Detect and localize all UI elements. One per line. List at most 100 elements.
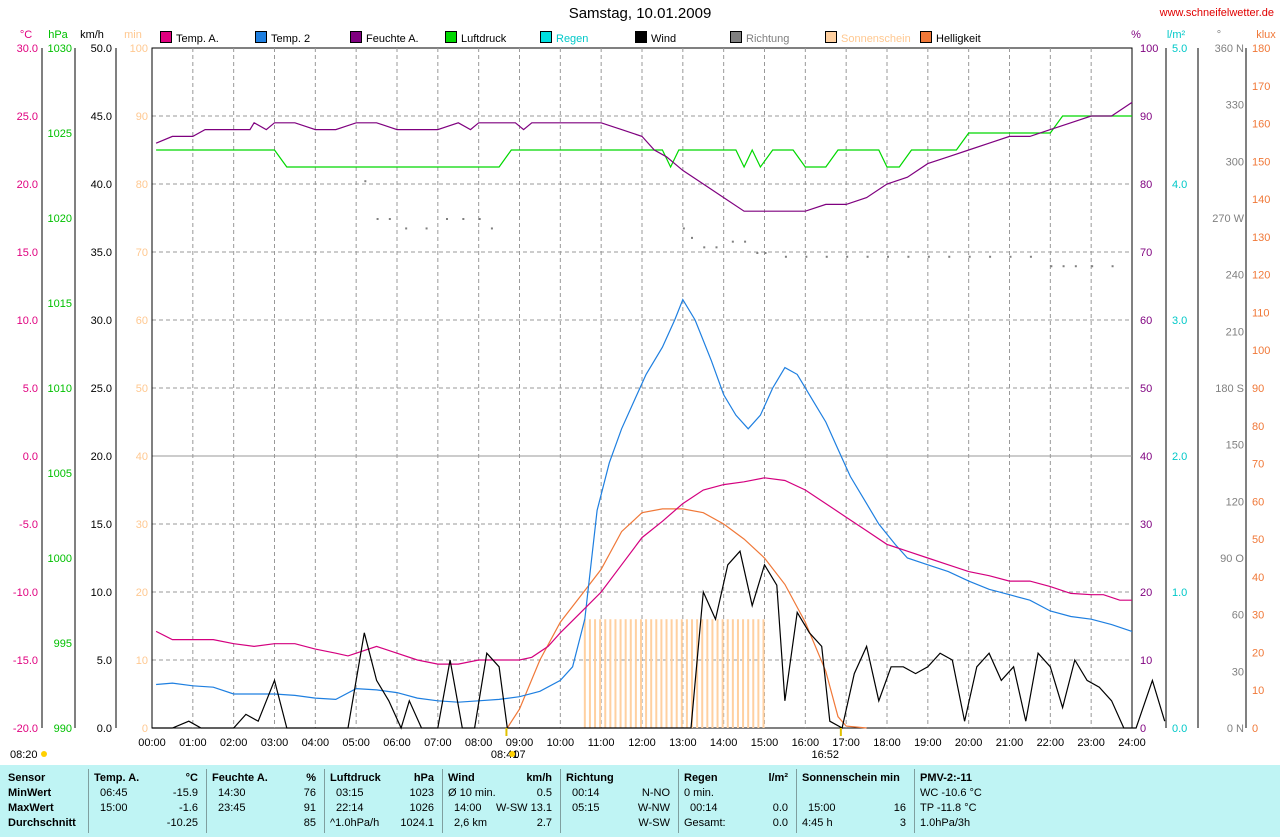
stats-value: W-NW xyxy=(637,802,670,814)
tick-label-light: 50 xyxy=(1252,534,1264,546)
tick-label-wind: 40.0 xyxy=(91,179,112,191)
x-tick-label: 22:00 xyxy=(1037,737,1065,749)
legend-label: Temp. A. xyxy=(176,33,219,45)
tick-label-wind: 20.0 xyxy=(91,451,112,463)
tick-label-pressure: 990 xyxy=(54,723,72,735)
stats-time: 14:30 xyxy=(218,787,246,799)
chart-title: Samstag, 10.01.2009 xyxy=(568,5,712,22)
wind-line xyxy=(152,549,1166,730)
weather-chart: °C hPa km/h min% l/m² ° klux 30.0 25.0 20.0 15.0 10… xyxy=(10,29,1276,761)
stats-value: 76 xyxy=(303,787,316,799)
stats-panel: Sensor MinWert MaxWert Durchschnitt Temp… xyxy=(0,765,1280,837)
x-tick-label: 20:00 xyxy=(955,737,983,749)
stats-header: Feuchte A. xyxy=(212,772,268,784)
tick-label-light: 20 xyxy=(1252,647,1264,659)
tick-label-direction: 0 N xyxy=(1227,723,1244,735)
direction-dot xyxy=(948,255,951,258)
tick-label-direction: 360 N xyxy=(1215,43,1244,55)
tick-label-direction: 300 xyxy=(1226,156,1244,168)
axis-unit-light: klux xyxy=(1256,29,1276,41)
stats-value: -15.9 xyxy=(172,787,198,799)
direction-dot xyxy=(446,218,448,220)
stats-divider xyxy=(796,769,797,833)
stats-time: Ø 10 min. xyxy=(448,787,496,799)
legend-item: Luftdruck xyxy=(445,31,506,45)
direction-dot xyxy=(490,227,493,230)
legend-swatch xyxy=(730,31,742,43)
x-tick-label: 15:00 xyxy=(751,737,779,749)
legend-swatch xyxy=(350,31,362,43)
tick-label-pressure: 1020 xyxy=(48,213,72,225)
legend-swatch xyxy=(445,31,457,43)
tick-label-direction: 150 xyxy=(1226,440,1244,452)
tick-label-humidity: 60 xyxy=(1140,315,1152,327)
legend-swatch xyxy=(825,31,837,43)
stats-divider xyxy=(206,769,207,833)
tick-label-sun: 90 xyxy=(136,111,148,123)
stats-time: 06:45 xyxy=(100,787,128,799)
x-tick-label: 04:00 xyxy=(302,737,330,749)
tick-label-light: 180 xyxy=(1252,43,1270,55)
tick-label-sun: 10 xyxy=(136,655,148,667)
direction-dot xyxy=(1029,255,1032,258)
tick-label-temp: 5.0 xyxy=(23,383,38,395)
axis-unit-sun: min xyxy=(124,29,142,41)
tick-label-light: 160 xyxy=(1252,119,1270,131)
stats-value: 13.1 xyxy=(530,802,552,814)
tick-label-direction: 30 xyxy=(1232,666,1244,678)
stats-header: Richtung xyxy=(566,772,614,784)
stats-value: N-NO xyxy=(641,787,670,799)
tick-label-pressure: 1005 xyxy=(48,468,72,480)
legend-swatch xyxy=(160,31,172,43)
stats-header: Wind xyxy=(448,772,475,784)
stats-time: 00:14 xyxy=(572,787,600,799)
time-tag: 08:20 xyxy=(10,749,38,761)
x-tick-label: 01:00 xyxy=(179,737,207,749)
pressure-line xyxy=(156,115,1132,169)
legend-item: Wind xyxy=(635,31,676,45)
tick-label-light: 100 xyxy=(1252,345,1270,357)
stats-time: 22:14 xyxy=(336,802,364,814)
tick-label-humidity: 20 xyxy=(1140,587,1152,599)
tick-label-wind: 30.0 xyxy=(91,315,112,327)
tick-label-pressure: 1010 xyxy=(48,383,72,395)
stats-value: 0.0 xyxy=(772,802,788,814)
stats-row-label: MaxWert xyxy=(8,802,54,814)
stats-value: 1026 xyxy=(409,802,434,814)
tick-label-sun: 30 xyxy=(136,519,148,531)
axis-unit-rain: l/m² xyxy=(1167,29,1186,41)
direction-dot xyxy=(691,236,693,239)
tick-label-humidity: 70 xyxy=(1140,247,1152,259)
stats-value: W-SW xyxy=(638,817,670,829)
tick-label-direction: 240 xyxy=(1226,270,1244,282)
legend-label: Richtung xyxy=(746,33,790,45)
direction-dot xyxy=(731,240,734,243)
legend-item: Regen xyxy=(540,31,588,45)
direction-dot xyxy=(825,255,828,258)
tick-label-light: 10 xyxy=(1252,685,1264,697)
tick-label-sun: 100 xyxy=(130,43,148,55)
stats-direction-col: Richtung 00:14 N-NO 05:15 W-NW W-SW xyxy=(566,765,672,837)
stats-temp-col: Temp. A. °C 06:45 -15.9 15:00 -1.6 -10.2… xyxy=(94,765,200,837)
legend-label: Wind xyxy=(651,33,677,45)
tick-label-sun: 80 xyxy=(136,179,148,191)
tick-label-direction: 210 xyxy=(1226,326,1244,338)
stats-tp: TP -11.8 °C xyxy=(920,802,977,814)
stats-header: Sonnenschein min xyxy=(802,772,900,784)
tick-label-sun: 40 xyxy=(136,451,148,463)
tick-label-light: 140 xyxy=(1252,194,1270,206)
stats-divider xyxy=(88,769,89,833)
stats-trend: ^1.0hPa/h xyxy=(330,817,380,829)
stats-value: 0.5 xyxy=(536,787,552,799)
direction-dot xyxy=(744,240,747,243)
legend-label: Luftdruck xyxy=(461,33,507,45)
direction-dot xyxy=(715,246,718,249)
direction-dot xyxy=(376,218,379,220)
stats-value: 85 xyxy=(303,817,316,829)
x-tick-label: 16:00 xyxy=(792,737,820,749)
x-tick-label: 10:00 xyxy=(547,737,575,749)
stats-divider xyxy=(442,769,443,833)
tick-label-humidity: 0 xyxy=(1140,723,1146,735)
legend-swatch xyxy=(255,31,267,43)
site-link[interactable]: www.schneifelwetter.de xyxy=(1159,7,1274,19)
